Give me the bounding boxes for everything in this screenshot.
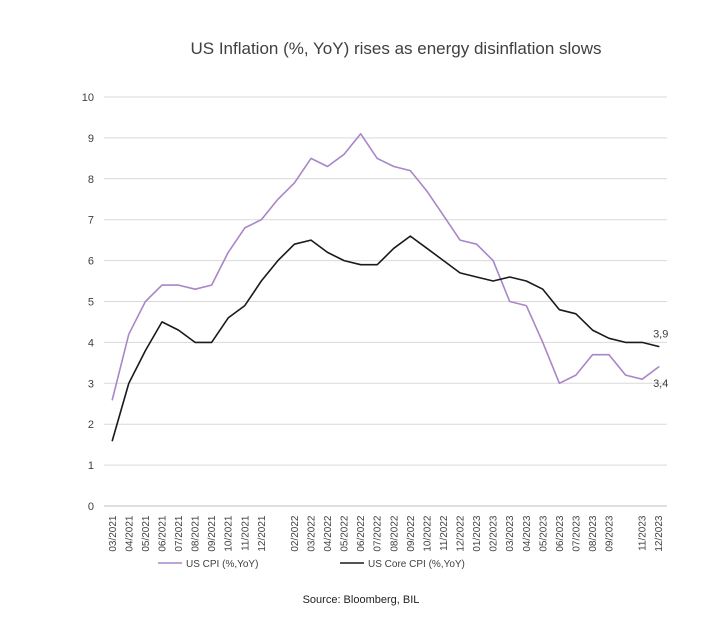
x-tick-label: 09/2023 — [605, 515, 616, 552]
x-tick-label: 06/2023 — [555, 515, 566, 552]
chart-title: US Inflation (%, YoY) rises as energy di… — [190, 39, 601, 58]
gridlines — [104, 96, 667, 507]
series-line-us-cpi — [111, 133, 660, 401]
x-tick-label: 07/2023 — [571, 515, 582, 552]
y-tick-label: 8 — [88, 174, 94, 186]
x-tick-label: 03/2021 — [108, 515, 119, 552]
x-tick-label: 08/2023 — [588, 515, 599, 552]
x-tick-label: 09/2022 — [406, 515, 417, 552]
x-axis-ticks: 03/2021 04/2021 05/2021 06/2021 07/2021 08/20… — [108, 515, 665, 552]
y-tick-label: 7 — [88, 215, 94, 227]
y-tick-label: 0 — [88, 501, 94, 513]
x-tick-label: 01/2023 — [472, 515, 483, 552]
legend-label-us-cpi: US CPI (%,YoY) — [186, 559, 258, 570]
y-axis-ticks: 0 1 2 3 4 5 6 7 8 9 10 — [82, 92, 94, 513]
series-lines — [111, 133, 660, 442]
x-tick-label: 04/2022 — [323, 515, 334, 552]
x-tick-label: 10/2021 — [224, 515, 235, 552]
x-tick-label: 04/2021 — [124, 515, 135, 552]
y-tick-label: 3 — [88, 378, 94, 390]
legend: US CPI (%,YoY) US Core CPI (%,YoY) — [158, 559, 465, 570]
x-tick-label: 12/2023 — [654, 515, 665, 552]
y-tick-label: 1 — [88, 460, 94, 472]
data-label-us-cpi: 3,4 — [653, 378, 668, 390]
y-tick-label: 4 — [88, 337, 94, 349]
x-tick-label: 06/2021 — [157, 515, 168, 552]
x-tick-label: 06/2022 — [356, 515, 367, 552]
y-tick-label: 2 — [88, 419, 94, 431]
x-tick-label: 05/2021 — [141, 515, 152, 552]
data-label-us-core-cpi: 3,9 — [653, 328, 668, 340]
x-tick-label: 02/2023 — [489, 515, 500, 552]
y-tick-label: 5 — [88, 297, 94, 309]
x-tick-label: 11/2023 — [638, 515, 649, 551]
x-tick-label: 08/2022 — [389, 515, 400, 552]
x-tick-label: 05/2023 — [538, 515, 549, 552]
x-tick-label: 11/2022 — [439, 515, 450, 551]
x-tick-label: 08/2021 — [191, 515, 202, 552]
x-tick-label: 03/2023 — [505, 515, 516, 552]
source-note: Source: Bloomberg, BIL — [303, 594, 420, 606]
x-tick-label: 10/2022 — [422, 515, 433, 552]
x-tick-label: 04/2023 — [522, 515, 533, 552]
x-tick-label: 11/2021 — [240, 515, 251, 551]
y-tick-label: 9 — [88, 133, 94, 145]
y-tick-label: 10 — [82, 92, 94, 104]
end-labels: 3,4 3,9 — [653, 328, 668, 389]
x-tick-label: 12/2021 — [257, 515, 268, 552]
x-tick-label: 05/2022 — [340, 515, 351, 552]
x-tick-label: 03/2022 — [306, 515, 317, 552]
x-tick-label: 02/2022 — [290, 515, 301, 552]
legend-label-us-core-cpi: US Core CPI (%,YoY) — [368, 559, 465, 570]
x-tick-label: 12/2022 — [456, 515, 467, 552]
x-tick-label: 09/2021 — [207, 515, 218, 552]
x-tick-label: 07/2022 — [373, 515, 384, 552]
x-tick-label: 07/2021 — [174, 515, 185, 552]
series-line-us-core-cpi — [111, 235, 660, 442]
y-tick-label: 6 — [88, 256, 94, 268]
